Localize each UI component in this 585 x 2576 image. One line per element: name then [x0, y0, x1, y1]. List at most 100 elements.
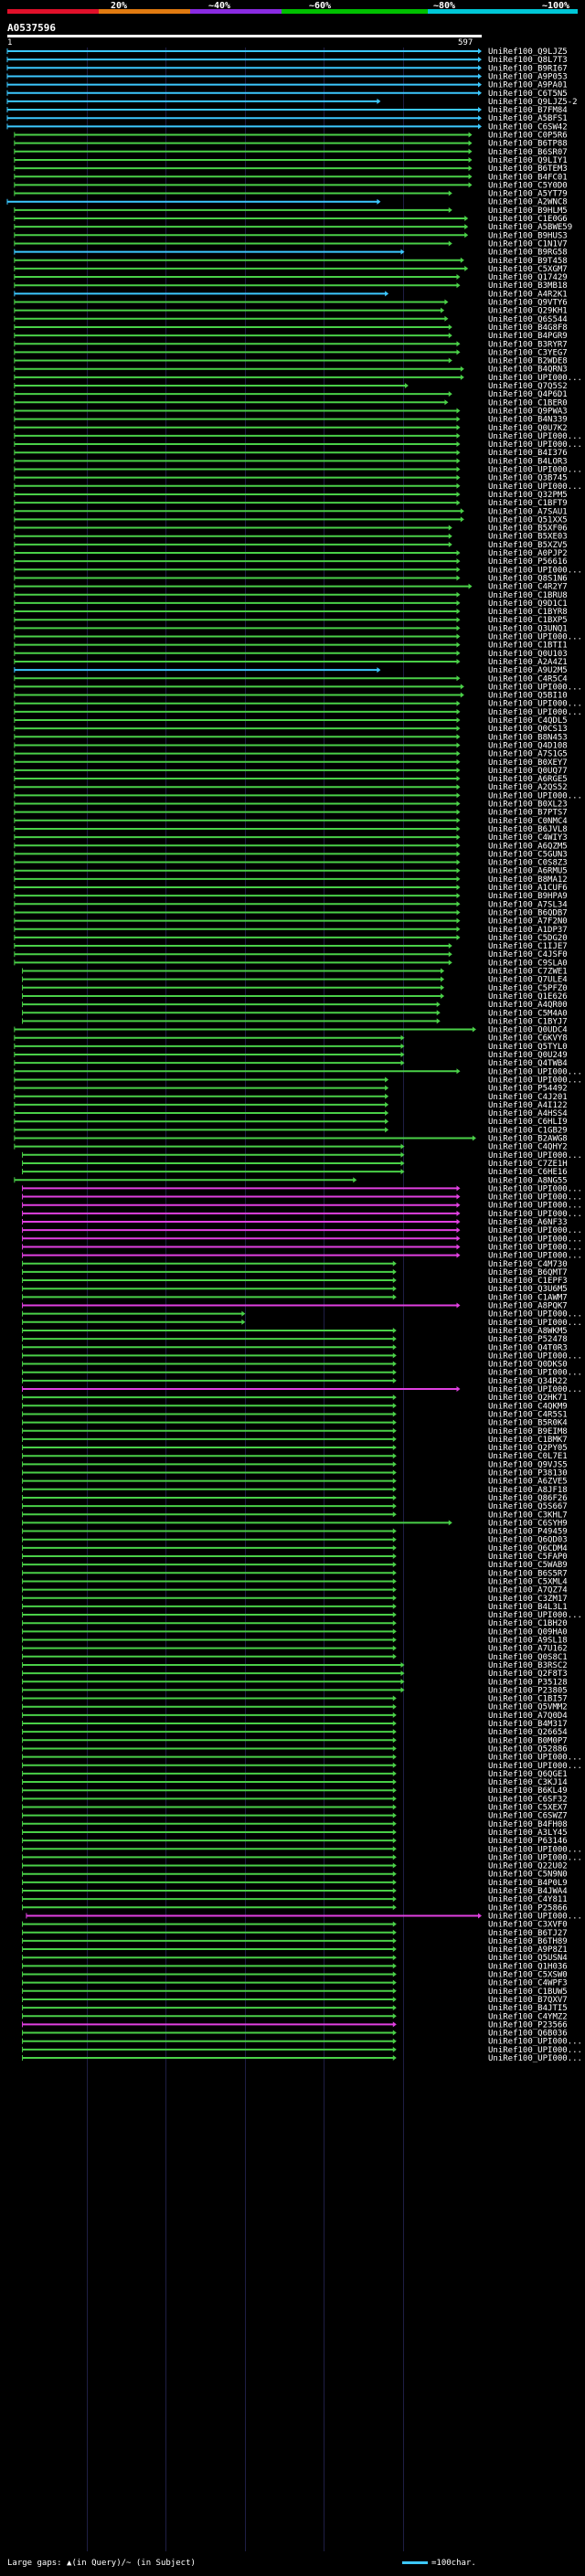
hit-row[interactable]: UniRef100_C7ZWE1 [22, 968, 568, 977]
hit-label[interactable]: UniRef100_Q26654 [488, 1728, 568, 1737]
hit-row[interactable]: UniRef100_UPI000... [22, 1319, 582, 1328]
hit-label[interactable]: UniRef100_B5XF06 [488, 525, 568, 534]
hit-label[interactable]: UniRef100_C4JSF0 [488, 950, 568, 959]
hit-row[interactable]: UniRef100_Q0DKS0 [22, 1361, 568, 1370]
hit-row[interactable]: UniRef100_B6TH89 [22, 1937, 568, 1946]
hit-row[interactable]: UniRef100_B9EIM8 [22, 1427, 568, 1436]
hit-label[interactable]: UniRef100_UPI000... [488, 1226, 582, 1235]
hit-label[interactable]: UniRef100_C4QKM9 [488, 1402, 568, 1411]
hit-label[interactable]: UniRef100_UPI000... [488, 1385, 582, 1394]
hit-label[interactable]: UniRef100_B4P0L9 [488, 1879, 568, 1888]
hit-row[interactable]: UniRef100_P63146 [22, 1837, 568, 1846]
hit-row[interactable]: UniRef100_C6HLI9 [14, 1118, 568, 1127]
hit-label[interactable]: UniRef100_B6TP88 [488, 140, 568, 149]
hit-label[interactable]: UniRef100_UPI000... [488, 1243, 582, 1252]
hit-row[interactable]: UniRef100_Q51XX5 [14, 515, 568, 525]
hit-row[interactable]: UniRef100_C5XSW0 [22, 1971, 568, 1980]
hit-label[interactable]: UniRef100_B9HPA9 [488, 892, 568, 901]
hit-label[interactable]: UniRef100_P63146 [488, 1837, 568, 1846]
hit-label[interactable]: UniRef100_C5XSW0 [488, 1971, 568, 1980]
hit-row[interactable]: UniRef100_A4QR00 [22, 1001, 568, 1010]
hit-label[interactable]: UniRef100_A6RMU5 [488, 867, 568, 876]
hit-row[interactable]: UniRef100_C9SLA0 [14, 959, 568, 968]
hit-row[interactable]: UniRef100_A4HSS4 [14, 1109, 568, 1118]
hit-label[interactable]: UniRef100_C3XVF0 [488, 1921, 568, 1930]
hit-label[interactable]: UniRef100_C1BTI1 [488, 641, 568, 651]
hit-row[interactable]: UniRef100_Q6S544 [14, 315, 568, 324]
hit-row[interactable]: UniRef100_Q5S667 [22, 1502, 568, 1511]
hit-label[interactable]: UniRef100_C1N1V7 [488, 239, 568, 249]
hit-label[interactable]: UniRef100_P56616 [488, 557, 568, 567]
hit-label[interactable]: UniRef100_A7SL34 [488, 900, 568, 909]
hit-label[interactable]: UniRef100_C1BRU8 [488, 591, 568, 600]
hit-row[interactable]: UniRef100_A7F2N0 [14, 917, 568, 927]
hit-row[interactable]: UniRef100_UPI000... [22, 1352, 582, 1361]
hit-row[interactable]: UniRef100_B0XEY7 [14, 758, 568, 768]
hit-row[interactable]: UniRef100_B4L3L1 [22, 1603, 568, 1612]
hit-row[interactable]: UniRef100_C1EPF3 [22, 1277, 568, 1286]
hit-label[interactable]: UniRef100_B9HLM5 [488, 207, 568, 216]
hit-row[interactable]: UniRef100_C1BYJ7 [22, 1017, 568, 1026]
hit-row[interactable]: UniRef100_C0S8Z3 [14, 859, 568, 868]
hit-row[interactable]: UniRef100_Q9LIY1 [14, 156, 568, 165]
hit-label[interactable]: UniRef100_A8PQK7 [488, 1302, 568, 1311]
hit-label[interactable]: UniRef100_UPI000... [488, 1369, 582, 1378]
hit-row[interactable]: UniRef100_UPI000... [14, 440, 582, 450]
hit-label[interactable]: UniRef100_Q0U249 [488, 1051, 568, 1060]
hit-row[interactable]: UniRef100_B9RG58 [14, 249, 568, 258]
hit-row[interactable]: UniRef100_Q0UDC4 [14, 1026, 568, 1035]
hit-row[interactable]: UniRef100_Q6CDM4 [22, 1544, 568, 1553]
hit-label[interactable]: UniRef100_C5PFZ0 [488, 984, 568, 993]
hit-label[interactable]: UniRef100_Q0U103 [488, 650, 568, 659]
hit-row[interactable]: UniRef100_A7U162 [22, 1645, 568, 1654]
hit-label[interactable]: UniRef100_C6KVY8 [488, 1034, 568, 1044]
hit-row[interactable]: UniRef100_A6RGE5 [14, 775, 568, 784]
hit-row[interactable]: UniRef100_A6ZVE5 [22, 1478, 568, 1487]
hit-label[interactable]: UniRef100_Q6QD03 [488, 1536, 568, 1545]
hit-label[interactable]: UniRef100_UPI000... [488, 1184, 582, 1193]
hit-row[interactable]: UniRef100_C5M4A0 [22, 1009, 568, 1018]
hit-label[interactable]: UniRef100_B4QRN3 [488, 366, 568, 375]
hit-label[interactable]: UniRef100_UPI000... [488, 1762, 582, 1771]
hit-row[interactable]: UniRef100_C0NMC4 [14, 817, 568, 826]
hit-row[interactable]: UniRef100_A7QZ74 [22, 1586, 568, 1595]
hit-row[interactable]: UniRef100_Q2F8T3 [22, 1670, 568, 1679]
hit-label[interactable]: UniRef100_A2A4Z1 [488, 658, 568, 667]
hit-label[interactable]: UniRef100_B9T458 [488, 257, 568, 266]
hit-row[interactable]: UniRef100_UPI000... [22, 2046, 582, 2055]
hit-row[interactable]: UniRef100_A6NF33 [22, 1218, 568, 1227]
hit-label[interactable]: UniRef100_C1BI57 [488, 1695, 568, 1704]
hit-label[interactable]: UniRef100_Q8S1N6 [488, 574, 568, 583]
hit-row[interactable]: UniRef100_B3RSC2 [22, 1661, 568, 1670]
hit-label[interactable]: UniRef100_Q86F26 [488, 1494, 568, 1503]
hit-row[interactable]: UniRef100_Q7ULE4 [22, 976, 568, 985]
hit-label[interactable]: UniRef100_A4R2K1 [488, 290, 568, 299]
hit-label[interactable]: UniRef100_UPI000... [488, 1611, 582, 1620]
hit-label[interactable]: UniRef100_Q5TYL0 [488, 1043, 568, 1052]
hit-row[interactable]: UniRef100_UPI000... [14, 482, 582, 492]
hit-row[interactable]: UniRef100_B5XE03 [14, 533, 568, 542]
hit-row[interactable]: UniRef100_A5BWE59 [14, 223, 572, 232]
hit-row[interactable]: UniRef100_B6KL49 [22, 1786, 568, 1796]
hit-row[interactable]: UniRef100_C6T5N5 [6, 90, 568, 99]
hit-label[interactable]: UniRef100_C3KJ14 [488, 1778, 568, 1787]
hit-row[interactable]: UniRef100_Q26654 [22, 1728, 568, 1737]
hit-row[interactable]: UniRef100_B4PGR9 [14, 332, 568, 341]
hit-label[interactable]: UniRef100_C4YMZ2 [488, 2012, 568, 2021]
hit-row[interactable]: UniRef100_B4FH08 [22, 1820, 568, 1829]
hit-label[interactable]: UniRef100_B7QXV7 [488, 1996, 568, 2005]
hit-row[interactable]: UniRef100_Q2HK71 [22, 1394, 568, 1403]
hit-label[interactable]: UniRef100_Q8L7T3 [488, 56, 568, 65]
hit-row[interactable]: UniRef100_UPI000... [22, 1235, 582, 1244]
hit-label[interactable]: UniRef100_UPI000... [488, 1912, 582, 1921]
hit-row[interactable]: UniRef100_C6KVY8 [14, 1034, 568, 1044]
hit-label[interactable]: UniRef100_UPI000... [488, 700, 582, 709]
hit-label[interactable]: UniRef100_A7SAU1 [488, 507, 568, 516]
hit-label[interactable]: UniRef100_A6NF33 [488, 1218, 568, 1227]
hit-row[interactable]: UniRef100_UPI000... [22, 1845, 582, 1854]
hit-row[interactable]: UniRef100_Q3U6M5 [22, 1285, 568, 1294]
hit-row[interactable]: UniRef100_UPI000... [26, 1912, 582, 1921]
hit-label[interactable]: UniRef100_UPI000... [488, 1151, 582, 1161]
hit-label[interactable]: UniRef100_C3KHL7 [488, 1511, 568, 1520]
hit-row[interactable]: UniRef100_C5FAP0 [22, 1553, 568, 1562]
